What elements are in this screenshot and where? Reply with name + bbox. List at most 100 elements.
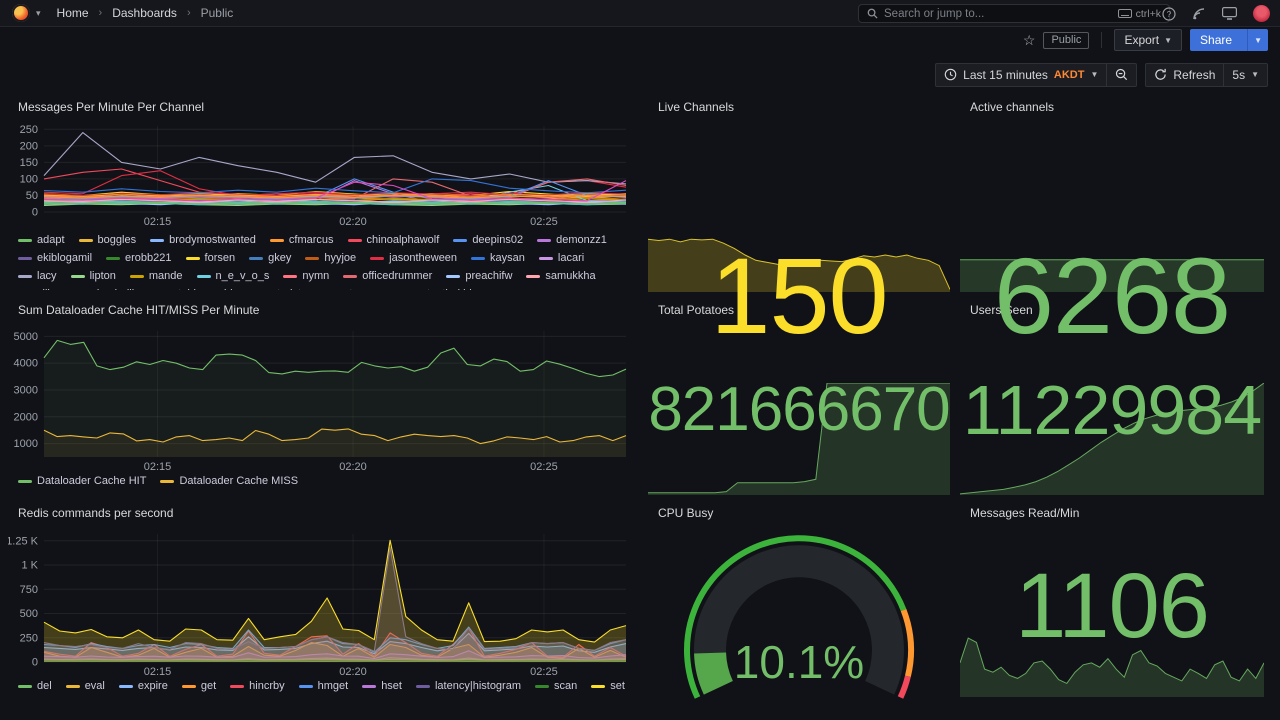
help-icon[interactable]: ? [1162, 6, 1176, 21]
legend-item[interactable]: eval [65, 680, 105, 693]
panel-title[interactable]: Active channels [970, 100, 1055, 114]
legend-item[interactable]: del [18, 680, 52, 693]
legend-series-color [230, 685, 245, 688]
legend-item[interactable]: Dataloader Cache HIT [18, 475, 146, 488]
legend-item[interactable]: studytme [253, 288, 317, 290]
legend-item[interactable]: nymn [283, 270, 329, 283]
svg-text:02:15: 02:15 [144, 461, 172, 473]
legend-series-color [18, 685, 32, 688]
breadcrumb-separator-icon: › [98, 7, 103, 19]
legend-item[interactable]: stableronaldo [154, 288, 239, 290]
legend-item[interactable]: n_e_v_o_s [196, 270, 269, 283]
legend-series-color [129, 275, 144, 278]
legend-item[interactable]: scan [535, 680, 577, 693]
legend-item[interactable]: teezyana [330, 288, 394, 290]
breadcrumb-dashboards[interactable]: Dashboards [112, 6, 177, 20]
panel-users-seen: Users Seen 11229984 [959, 299, 1265, 495]
svg-text:2000: 2000 [14, 411, 38, 423]
timeseries-plot[interactable]: 1000 2000 3000 4000 5000 02:15 02:20 02:25 [8, 325, 632, 473]
legend-item[interactable]: chinoalphawolf [347, 234, 439, 247]
star-dashboard-icon[interactable]: ☆ [1022, 32, 1036, 48]
legend-series-label: deepins02 [472, 234, 524, 246]
legend-item[interactable]: samukkha [526, 270, 596, 283]
breadcrumb-home[interactable]: Home [56, 6, 89, 20]
legend-item[interactable]: hmget [298, 680, 349, 693]
legend-item[interactable]: silky [18, 288, 58, 290]
legend-item[interactable]: set [591, 680, 625, 693]
legend-item[interactable]: lacari [538, 252, 584, 265]
legend-item[interactable]: brodymostwanted [150, 234, 256, 247]
legend-series-color [18, 239, 32, 242]
panel-title[interactable]: Total Potatoes [658, 303, 735, 317]
legend-item[interactable]: adapt [18, 234, 65, 247]
panel-title[interactable]: Users Seen [970, 303, 1033, 317]
legend-item[interactable]: gkey [249, 252, 291, 265]
legend-series-label: scan [554, 680, 578, 692]
legend-series-label: nymn [302, 270, 330, 282]
legend-item[interactable]: boggles [78, 234, 137, 247]
legend-item[interactable]: kaysan [471, 252, 525, 265]
legend-series-label: hmget [317, 680, 349, 692]
legend-item[interactable]: xqc [486, 288, 522, 290]
legend-item[interactable]: mande [129, 270, 183, 283]
legend-item[interactable]: get [181, 680, 216, 693]
panel-title[interactable]: Redis commands per second [18, 506, 174, 520]
legend-item[interactable]: erobb221 [106, 252, 172, 265]
legend-item[interactable]: preachifw [446, 270, 512, 283]
refresh-button[interactable]: Refresh [1145, 62, 1224, 87]
panel-title[interactable]: Messages Read/Min [970, 506, 1080, 520]
legend-item[interactable]: cfmarcus [269, 234, 334, 247]
panel-title[interactable]: Live Channels [658, 100, 735, 114]
legend-series-label: preachifw [465, 270, 513, 282]
panel-messages-read: Messages Read/Min 1106 [959, 502, 1265, 706]
search-bar[interactable]: ctrl+k [858, 4, 1170, 23]
legend-series-color [65, 685, 80, 688]
user-avatar[interactable] [1253, 5, 1270, 22]
legend-item[interactable]: deepins02 [453, 234, 523, 247]
legend-series-color [538, 257, 553, 260]
legend-item[interactable]: officedrummer [343, 270, 432, 283]
legend-item[interactable]: latency|histogram [415, 680, 521, 693]
zoom-out-time-button[interactable] [1106, 62, 1138, 87]
svg-text:50: 50 [26, 190, 38, 202]
legend-item[interactable]: hyyjoe [305, 252, 356, 265]
refresh-interval-picker[interactable]: 5s ▼ [1223, 62, 1268, 87]
org-switcher-chevron-icon[interactable]: ▾ [36, 7, 41, 18]
breadcrumb-current: Public [200, 6, 234, 20]
legend-series-color [370, 257, 385, 260]
time-range-picker[interactable]: Last 15 minutes AKDT ▼ [935, 62, 1107, 87]
legend-item[interactable]: lacy [18, 270, 57, 283]
legend-series-color [18, 480, 32, 483]
legend-series-label: jasontheween [389, 252, 458, 264]
legend-item[interactable]: expire [118, 680, 168, 693]
panel-title[interactable]: Messages Per Minute Per Channel [18, 100, 205, 114]
legend-series-label: boggles [97, 234, 137, 246]
stat-sparkline [959, 382, 1265, 495]
share-button[interactable]: Share ▼ [1190, 29, 1268, 51]
legend-item[interactable]: toptierkid [408, 288, 472, 290]
legend-item[interactable]: hset [362, 680, 402, 693]
timeseries-plot[interactable]: 0 250 500 750 1 K 1.25 K 02:15 02:20 02:25 [6, 528, 632, 678]
legend-item[interactable]: hincrby [230, 680, 285, 693]
panel-title[interactable]: Sum Dataloader Cache HIT/MISS Per Minute [18, 303, 260, 317]
share-dropdown-button[interactable]: ▼ [1247, 29, 1268, 51]
legend-item[interactable]: demonzz1 [537, 234, 607, 247]
kiosk-monitor-icon[interactable] [1222, 7, 1237, 20]
panel-title[interactable]: CPU Busy [658, 506, 714, 520]
legend-item[interactable]: simohollis [72, 288, 139, 290]
legend-item[interactable]: forsen [185, 252, 235, 265]
legend-item[interactable]: jasontheween [370, 252, 457, 265]
grafana-logo[interactable] [12, 4, 30, 22]
export-button[interactable]: Export ▼ [1114, 29, 1183, 51]
legend-item[interactable]: Dataloader Cache MISS [160, 475, 298, 488]
timeseries-plot[interactable]: 0 50 100 150 200 250 02:15 02:20 02:25 [8, 120, 632, 228]
legend-series-color [535, 685, 549, 688]
search-input[interactable] [884, 7, 1112, 20]
legend-item[interactable]: ekiblogamil [18, 252, 92, 265]
legend-series-label: kaysan [490, 252, 525, 264]
legend-series-label: cfmarcus [288, 234, 334, 246]
chevron-down-icon: ▼ [1164, 35, 1173, 45]
news-rss-icon[interactable] [1192, 7, 1206, 21]
zoom-out-icon [1116, 68, 1128, 81]
legend-item[interactable]: lipton [70, 270, 116, 283]
